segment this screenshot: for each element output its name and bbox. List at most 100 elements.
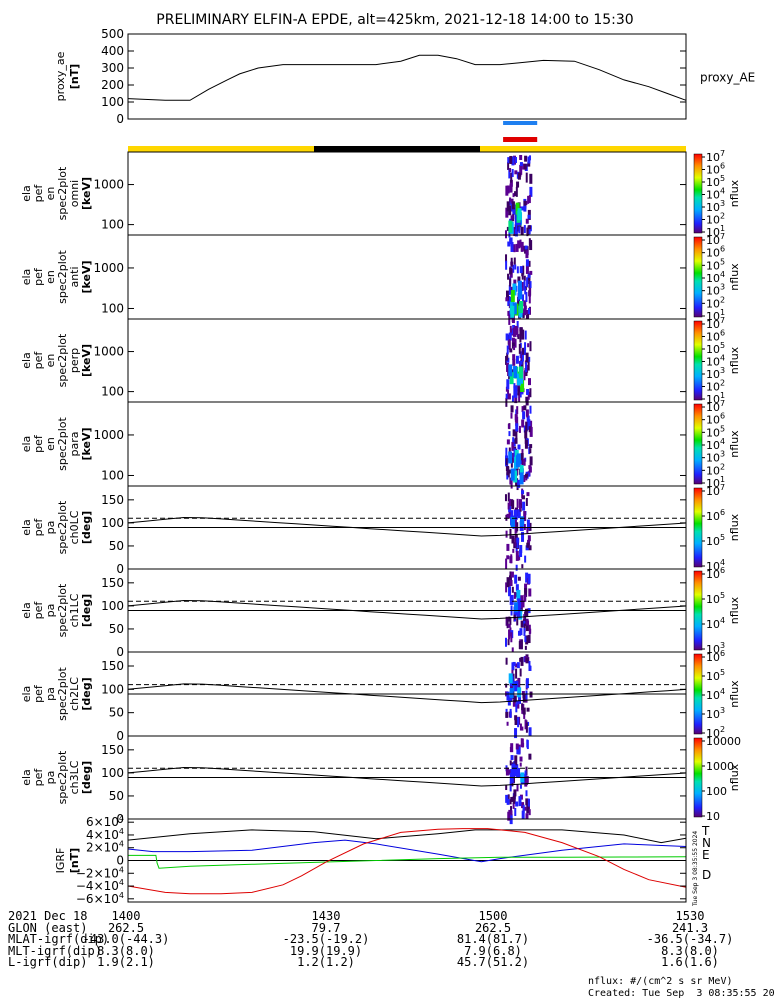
ytick-label: 0 xyxy=(116,562,124,576)
heatmap-cell xyxy=(517,509,521,519)
ylabel-line: en xyxy=(44,437,57,451)
colorbar xyxy=(693,403,703,485)
panel-8: 10 100 1000 10000 nflux 0 50 100 150 ela pef pa spec… xyxy=(20,735,741,826)
heatmap-cell xyxy=(505,230,508,239)
heatmap-core-cell xyxy=(508,364,513,377)
heatmap-cell xyxy=(521,802,525,809)
heatmap-cell xyxy=(518,555,521,561)
heatmap-cell xyxy=(528,522,532,531)
heatmap-cell xyxy=(515,431,518,442)
heatmap-cell xyxy=(518,391,521,402)
heatmap-cell xyxy=(528,447,531,455)
heatmap-cell xyxy=(522,707,526,715)
heatmap-cell xyxy=(506,577,510,588)
heatmap-cell xyxy=(513,383,516,389)
heatmap-cell xyxy=(512,193,515,198)
heatmap-cell xyxy=(516,222,519,232)
heatmap-cell xyxy=(519,333,522,343)
ytick-times: ×10 xyxy=(94,815,119,829)
heatmap-cell xyxy=(529,341,532,352)
heatmap-cell xyxy=(528,426,531,433)
ytick-label: 4×104 xyxy=(86,827,124,842)
heatmap-cell xyxy=(529,186,533,197)
heatmap-cell xyxy=(509,708,512,718)
heatmap-cell xyxy=(528,279,531,289)
heatmap-cell xyxy=(521,726,524,731)
heatmap-cell xyxy=(512,264,515,273)
heatmap-cell xyxy=(527,721,530,726)
heatmap-cell xyxy=(520,639,523,650)
heatmap-cell xyxy=(508,169,511,179)
colorbar-tick-label: 103 xyxy=(706,706,725,721)
ytick-label: 0 xyxy=(116,729,124,743)
heatmap-cells xyxy=(505,321,532,407)
heatmap-cell xyxy=(526,388,530,395)
heatmap-cell xyxy=(507,811,511,821)
ylabel-line: en xyxy=(44,270,57,284)
legend-T: T xyxy=(701,824,710,838)
heatmap-cell xyxy=(520,226,524,235)
heatmap-cell xyxy=(509,296,513,304)
colorbar-label: nflux xyxy=(728,179,741,207)
heatmap-cell xyxy=(516,321,519,329)
heatmap-cell xyxy=(513,789,517,797)
heatmap-cell xyxy=(508,339,511,350)
heatmap-cell xyxy=(528,225,532,230)
colorbar-tick-label: 1000 xyxy=(706,760,734,773)
ytick-label: 100 xyxy=(101,385,124,399)
heatmap-cell xyxy=(529,691,533,698)
heatmap-cell xyxy=(525,722,528,733)
colorbar-tick-exponent: 4 xyxy=(720,558,725,567)
heatmap-cell xyxy=(506,513,510,518)
colorbar-tick-exponent: 1 xyxy=(720,391,725,400)
colorbar-tick-exponent: 7 xyxy=(720,149,725,158)
ytick-mantissa: −2 xyxy=(76,866,94,880)
heatmap-cell xyxy=(515,550,519,561)
colorbar xyxy=(693,153,703,234)
black-bar-science xyxy=(314,146,480,152)
panel-0: proxy_AE 0 100 200 300 400 500 proxy_ae [nT] xyxy=(54,27,755,126)
heatmap-cell xyxy=(510,796,514,802)
heatmap-cell xyxy=(505,333,509,341)
heatmap-cell xyxy=(505,683,508,688)
heatmap-cell xyxy=(526,519,530,530)
heatmap-cell xyxy=(518,796,522,807)
heatmap-core-cell xyxy=(509,594,514,605)
heatmap-cell xyxy=(506,379,510,390)
heatmap-cell xyxy=(519,504,522,511)
colorbar-tick-label: 105 xyxy=(706,533,725,548)
footer-cell: 1430 xyxy=(311,909,341,923)
heatmap-cell xyxy=(507,296,511,307)
heatmap-cell xyxy=(525,678,529,689)
heatmap-cell xyxy=(506,691,510,701)
footer-cell: 1.2(1.2) xyxy=(297,955,355,970)
colorbar-tick-exponent: 3 xyxy=(720,450,725,459)
loss-cone-line xyxy=(127,516,687,537)
heatmap-cell xyxy=(525,657,529,662)
ylabel-line: ela xyxy=(20,436,33,453)
heatmap-cell xyxy=(524,155,528,162)
heatmap-cell xyxy=(526,409,529,418)
ytick-label: 2×104 xyxy=(86,840,124,855)
heatmap-cell xyxy=(510,241,514,252)
ytick-label: 0 xyxy=(116,112,124,126)
heatmap-cell xyxy=(513,155,517,165)
heatmap-cell xyxy=(509,278,512,287)
heatmap-cell xyxy=(505,458,508,466)
footer-cell: 79.7 xyxy=(311,920,341,935)
heatmap-cell xyxy=(507,502,510,510)
colorbar-tick-exponent: 7 xyxy=(720,483,725,492)
heatmap-cell xyxy=(514,325,518,335)
heatmap-cell xyxy=(506,439,510,445)
loss-cone-line xyxy=(127,766,687,787)
heatmap-cell xyxy=(521,353,524,362)
heatmap-cell xyxy=(528,225,531,235)
heatmap-cell xyxy=(514,755,518,766)
heatmap-cell xyxy=(524,439,528,449)
ylabel-line: ela xyxy=(20,602,33,619)
ylabel-line: ela xyxy=(20,269,33,286)
heatmap-cell xyxy=(525,396,529,402)
